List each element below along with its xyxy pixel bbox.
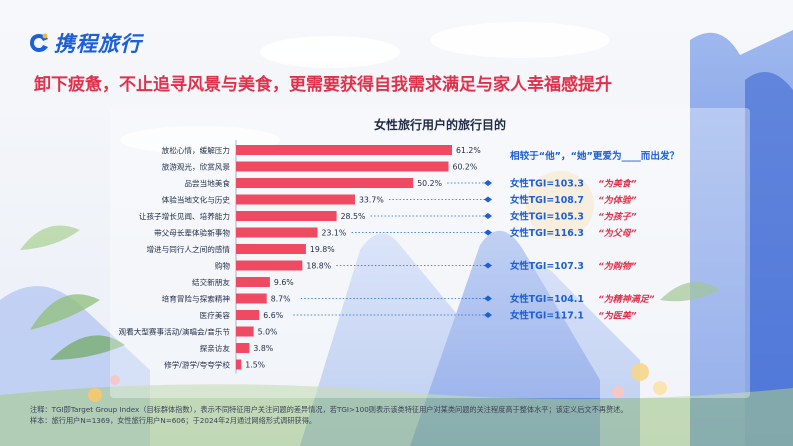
value-label: 23.1% — [322, 229, 347, 238]
tgi-marker-icon — [484, 262, 492, 269]
value-label: 1.5% — [245, 361, 265, 370]
category-label: 结交新朋友 — [192, 277, 230, 287]
flower-decoration — [110, 375, 120, 385]
mountain-right-shade — [745, 72, 793, 446]
category-label: 放松心情，缓解压力 — [162, 145, 230, 155]
tgi-value: 女性TGI=108.7 — [510, 194, 584, 206]
value-label: 61.2% — [456, 146, 481, 155]
tgi-marker-icon — [484, 295, 492, 302]
brand-name: 携程旅行 — [54, 32, 142, 56]
value-label: 6.6% — [263, 311, 283, 320]
tgi-note: “为孩子” — [598, 212, 637, 223]
category-label: 让孩子增长见闻、培养能力 — [139, 211, 230, 221]
bar — [236, 145, 453, 155]
footnote-note: 注释：TGI即Target Group Index（目标群体指数），表示不同特征… — [30, 405, 628, 414]
category-label: 培育冒险与探索精神 — [162, 294, 231, 304]
tgi-value: 女性TGI=104.1 — [510, 293, 584, 305]
bar — [236, 310, 260, 320]
category-label: 品尝当地美食 — [184, 178, 230, 188]
tgi-marker-icon — [484, 196, 492, 203]
cloud — [430, 22, 610, 58]
category-label: 增进与同行人之间的感情 — [146, 244, 230, 254]
bar — [236, 277, 270, 287]
bar — [236, 178, 414, 188]
value-label: 60.2% — [453, 163, 478, 172]
value-label: 18.8% — [306, 262, 331, 271]
category-label: 修学/游学/夸夸学校 — [164, 360, 230, 370]
value-label: 33.7% — [359, 196, 384, 205]
chart-title: 女性旅行用户的旅行目的 — [373, 118, 506, 132]
tgi-note: “为购物” — [598, 261, 637, 272]
tgi-value: 女性TGI=107.3 — [510, 260, 584, 272]
value-label: 9.6% — [274, 278, 294, 287]
leaf-decoration — [50, 335, 125, 360]
comparison-question: 相较于“他”，“她”更爱为____而出发？ — [510, 150, 679, 162]
cloud — [260, 36, 400, 68]
bar — [236, 194, 355, 205]
category-label: 观看大型赛事活动/演唱会/音乐节 — [119, 327, 231, 337]
value-label: 28.5% — [341, 212, 366, 221]
tgi-value: 女性TGI=116.3 — [510, 227, 584, 239]
value-label: 8.7% — [271, 295, 291, 304]
value-label: 3.8% — [253, 344, 273, 353]
leaf-decoration — [20, 225, 80, 250]
category-label: 旅游观光，欣赏风景 — [162, 162, 231, 172]
tgi-value: 女性TGI=117.1 — [510, 310, 584, 322]
footnote: 注释：TGI即Target Group Index（目标群体指数），表示不同特征… — [30, 405, 770, 426]
bar — [236, 293, 267, 304]
category-label: 体验当地文化与历史 — [162, 195, 231, 205]
category-label: 医疗美容 — [200, 310, 231, 320]
brand-mark-icon — [30, 33, 48, 52]
value-label: 5.0% — [258, 328, 278, 337]
bar — [236, 260, 303, 271]
bar — [236, 161, 449, 172]
category-label: 购物 — [215, 261, 231, 271]
mountain-mid — [410, 230, 600, 446]
flower-decoration — [88, 388, 102, 402]
page-headline: 卸下疲惫，不止追寻风景与美食，更需要获得自我需求满足与家人幸福感提升 — [34, 75, 612, 95]
bar — [236, 227, 318, 238]
tgi-value: 女性TGI=103.3 — [510, 178, 584, 190]
tgi-note: “为医美” — [598, 311, 637, 322]
tgi-marker-icon — [484, 180, 492, 186]
flower-decoration — [612, 386, 624, 398]
flower-decoration — [653, 381, 667, 395]
tgi-marker-icon — [484, 229, 492, 236]
grass — [0, 384, 793, 446]
value-label: 19.8% — [310, 245, 335, 254]
footnote-sample: 样本：旅行用户N=1369，女性旅行用户N=606；于2024年2月通过网络形式… — [30, 415, 317, 425]
tgi-note: “为父母” — [598, 228, 637, 239]
tgi-value: 女性TGI=105.3 — [510, 211, 584, 223]
tgi-marker-icon — [484, 213, 492, 219]
flower-decoration — [631, 363, 649, 381]
bar — [236, 359, 242, 370]
sun — [526, 171, 594, 239]
tgi-marker-icon — [484, 312, 492, 318]
bar — [236, 326, 254, 337]
bar — [236, 244, 306, 254]
tgi-note: “为体验” — [598, 195, 637, 206]
category-label: 探亲访友 — [200, 343, 231, 353]
category-label: 带父母长辈体验新事物 — [154, 228, 230, 238]
bar — [236, 343, 250, 353]
bar — [236, 211, 337, 221]
leaf-decoration — [30, 294, 100, 330]
leaf-decoration — [660, 282, 720, 302]
value-label: 50.2% — [417, 179, 442, 188]
tgi-note: “为美食” — [598, 179, 637, 190]
tgi-note: “为精神满足” — [598, 294, 655, 305]
brand-logo: 携程旅行 — [28, 30, 142, 56]
